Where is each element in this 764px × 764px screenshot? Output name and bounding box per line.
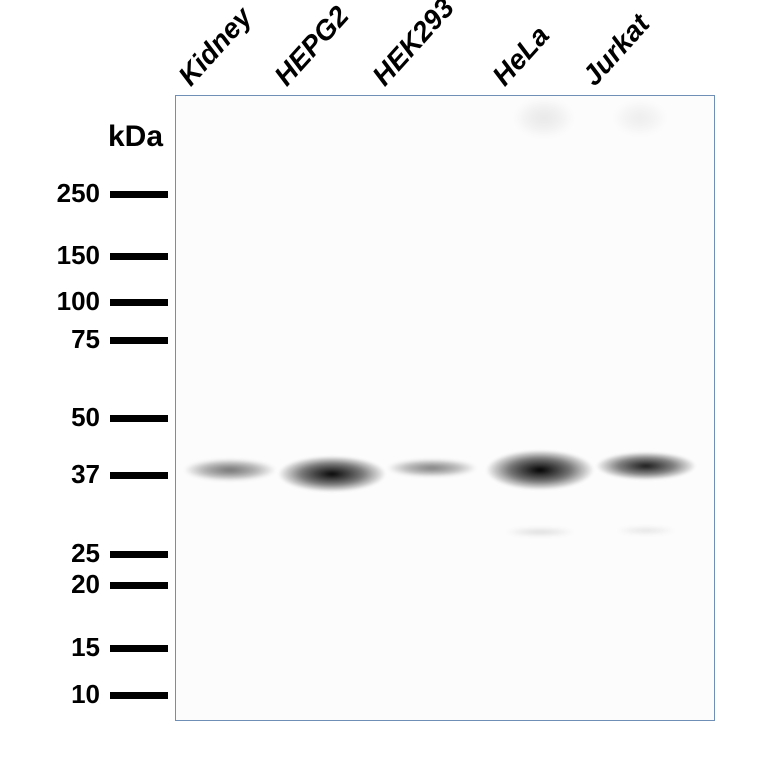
mw-marker-label: 15	[71, 632, 100, 663]
mw-marker-tick	[110, 582, 168, 589]
western-blot-figure: kDa 25015010075503725201510 KidneyHEPG2H…	[0, 0, 764, 764]
lane-label: Jurkat	[576, 8, 656, 92]
mw-marker-tick	[110, 299, 168, 306]
mw-marker-tick	[110, 551, 168, 558]
mw-marker-label: 37	[71, 459, 100, 490]
mw-marker-label: 50	[71, 402, 100, 433]
mw-marker-tick	[110, 191, 168, 198]
mw-marker-label: 25	[71, 538, 100, 569]
mw-marker-label: 150	[57, 240, 100, 271]
blot-band	[184, 459, 276, 481]
mw-marker-label: 100	[57, 286, 100, 317]
mw-marker-tick	[110, 337, 168, 344]
blot-band	[596, 452, 696, 480]
mw-marker-tick	[110, 253, 168, 260]
mw-marker-tick	[110, 415, 168, 422]
blot-band	[486, 450, 594, 490]
mw-marker-label: 20	[71, 569, 100, 600]
mw-marker-label: 250	[57, 178, 100, 209]
lane-label: HEK293	[366, 0, 461, 92]
mw-marker-tick	[110, 692, 168, 699]
mw-marker-label: 75	[71, 324, 100, 355]
blot-band	[505, 528, 575, 536]
lane-label: HeLa	[486, 20, 556, 92]
blot-membrane-area	[175, 95, 715, 721]
blot-band	[616, 527, 676, 534]
blot-band	[613, 100, 667, 136]
mw-marker-tick	[110, 645, 168, 652]
blot-band	[387, 459, 477, 477]
blot-band	[278, 456, 386, 492]
mw-unit-label: kDa	[108, 120, 163, 154]
lane-label: HEPG2	[268, 0, 355, 92]
mw-marker-label: 10	[71, 679, 100, 710]
mw-marker-tick	[110, 472, 168, 479]
lane-label: Kidney	[172, 1, 258, 92]
blot-band	[514, 98, 574, 138]
